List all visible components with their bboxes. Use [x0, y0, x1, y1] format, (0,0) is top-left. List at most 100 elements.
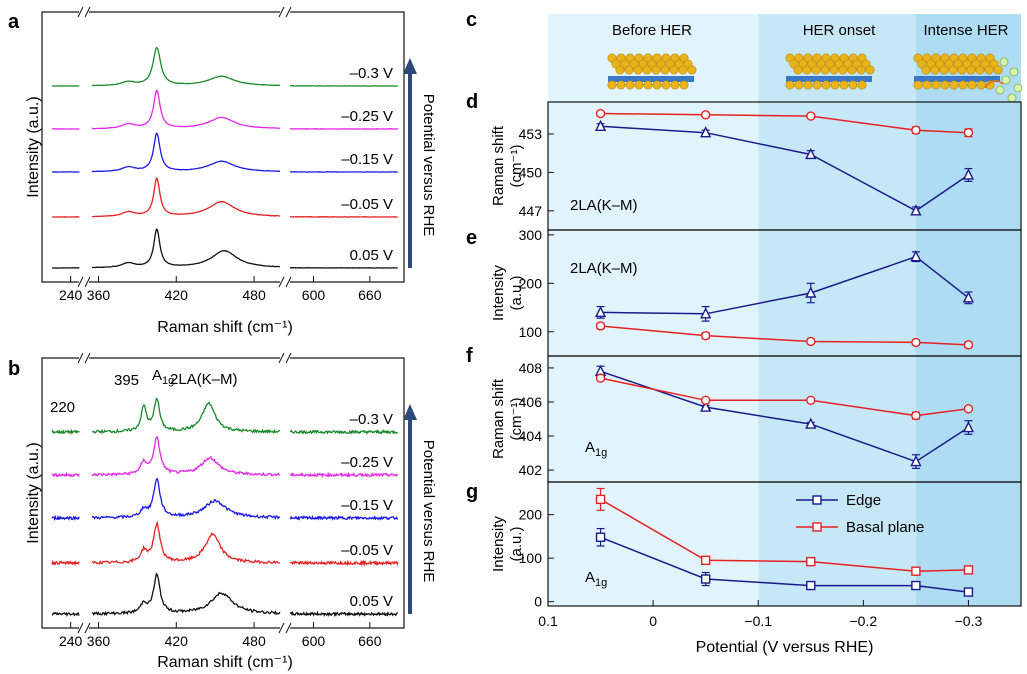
- axis-break-mark: [84, 352, 91, 364]
- data-point: [700, 307, 712, 319]
- y-tick-label: 200: [519, 507, 543, 523]
- data-point: [595, 494, 606, 505]
- spectrum-trace: [91, 46, 280, 87]
- data-point: [910, 204, 922, 216]
- y-tick-label: 100: [519, 324, 543, 340]
- axis-break-mark: [278, 6, 285, 18]
- y-tick-label: 408: [519, 360, 543, 376]
- y-tick-label: 447: [519, 203, 543, 219]
- plot-frame: [41, 11, 405, 283]
- spectrum-trace: [91, 132, 280, 173]
- spectra-xlabel: Raman shift (cm⁻¹): [157, 654, 293, 671]
- x-tick-label: 0: [649, 613, 657, 629]
- data-point: [594, 119, 607, 132]
- axis-break-mask: [79, 279, 89, 285]
- axis-break-mark: [77, 6, 84, 18]
- panel-letter-a: a: [8, 11, 20, 33]
- potential-value-label: 0.05 V: [350, 247, 393, 264]
- axis-break-mark: [285, 622, 292, 634]
- data-point: [911, 566, 921, 576]
- spectrum-trace: [91, 477, 281, 520]
- y-axis-label: Raman shift(cm⁻¹): [490, 125, 525, 206]
- potential-value-label: –0.25 V: [341, 108, 393, 125]
- spectra-xlabel: Raman shift (cm⁻¹): [157, 319, 293, 336]
- potential-value-label: 0.05 V: [350, 593, 393, 610]
- panel-annotation: A1g: [585, 569, 607, 589]
- axis-break-mark: [84, 276, 91, 288]
- panel-e: 100 200 300 Intensity(a.u.) 2LA(K–M): [490, 227, 1022, 357]
- spectra-ylabel: Intensity (a.u.): [25, 96, 42, 197]
- panel-letter-f: f: [466, 345, 473, 367]
- region-band: [915, 14, 1021, 606]
- x-tick-label: 480: [242, 287, 266, 303]
- axis-break-mark: [285, 6, 292, 18]
- legend-marker: [812, 522, 822, 532]
- spectrum-trace: [289, 514, 399, 521]
- y-axis-label: Intensity(a.u.): [490, 265, 525, 321]
- crystal-illustrations: [607, 53, 1023, 103]
- axis-break-mask: [79, 625, 89, 631]
- region-label-onset: HER onset: [803, 22, 876, 39]
- data-point: [806, 556, 816, 567]
- y-axis-label: Intensity(a.u.): [490, 516, 525, 572]
- axis-break-mask: [280, 625, 290, 631]
- x-tick-label: 360: [87, 287, 111, 303]
- mos2-crystal-icon: [913, 53, 1003, 90]
- mos2-crystal-icon: [607, 53, 697, 90]
- data-point: [805, 147, 817, 160]
- panel-letter-c: c: [466, 9, 477, 31]
- mos2-crystal-icon: [785, 53, 875, 90]
- data-point: [595, 532, 606, 542]
- data-point: [595, 373, 606, 383]
- region-label-intense: Intense HER: [923, 22, 1008, 39]
- axis-break-mark: [77, 622, 84, 634]
- data-point: [806, 336, 816, 347]
- data-point: [911, 125, 921, 135]
- potential-value-label: –0.05 V: [341, 542, 393, 559]
- axis-break-mask: [79, 9, 89, 15]
- spectrum-trace: [91, 572, 281, 617]
- data-point: [962, 420, 975, 433]
- plot-frame: [547, 481, 1022, 607]
- region-label-before: Before HER: [612, 22, 692, 39]
- spectrum-trace: [91, 436, 281, 477]
- data-point: [700, 110, 711, 120]
- y-tick-label: 453: [519, 126, 543, 142]
- potential-value-label: –0.15 V: [341, 497, 393, 514]
- panel-letter-e: e: [466, 227, 477, 249]
- spectrum-trace: [289, 471, 398, 479]
- axis-break-mark: [77, 352, 84, 364]
- spectrum-trace: [289, 610, 399, 618]
- x-tick-label: 240: [59, 287, 83, 303]
- data-point: [911, 410, 921, 421]
- spectrum-trace: [51, 471, 80, 478]
- data-point: [700, 574, 711, 584]
- spectrum-trace: [289, 429, 398, 435]
- data-point: [963, 565, 974, 575]
- y-tick-label: 0: [534, 594, 542, 610]
- spectrum-trace: [51, 428, 80, 436]
- data-point: [595, 321, 606, 331]
- potential-label: Potential versus RHE: [420, 94, 437, 237]
- x-axis-label: Potential (V versus RHE): [696, 639, 874, 656]
- potential-value-label: –0.15 V: [341, 151, 393, 168]
- data-point: [963, 340, 974, 350]
- data-point: [595, 108, 606, 119]
- peak-label-395: 395: [114, 372, 139, 389]
- axis-break-mark: [84, 6, 91, 18]
- legend-label: Edge: [846, 492, 881, 509]
- peak-label-2la: 2LA(K–M): [170, 371, 238, 388]
- x-tick-label: 240: [59, 633, 83, 649]
- data-point: [911, 337, 921, 348]
- spectra-ylabel: Intensity (a.u.): [25, 442, 42, 543]
- data-point: [700, 555, 711, 566]
- data-point: [911, 580, 921, 591]
- data-point: [806, 580, 816, 591]
- spectrum-trace: [91, 397, 280, 435]
- potential-label: Potential versus RHE: [420, 440, 437, 583]
- data-point: [963, 128, 974, 138]
- x-tick-label: 0.1: [538, 613, 558, 629]
